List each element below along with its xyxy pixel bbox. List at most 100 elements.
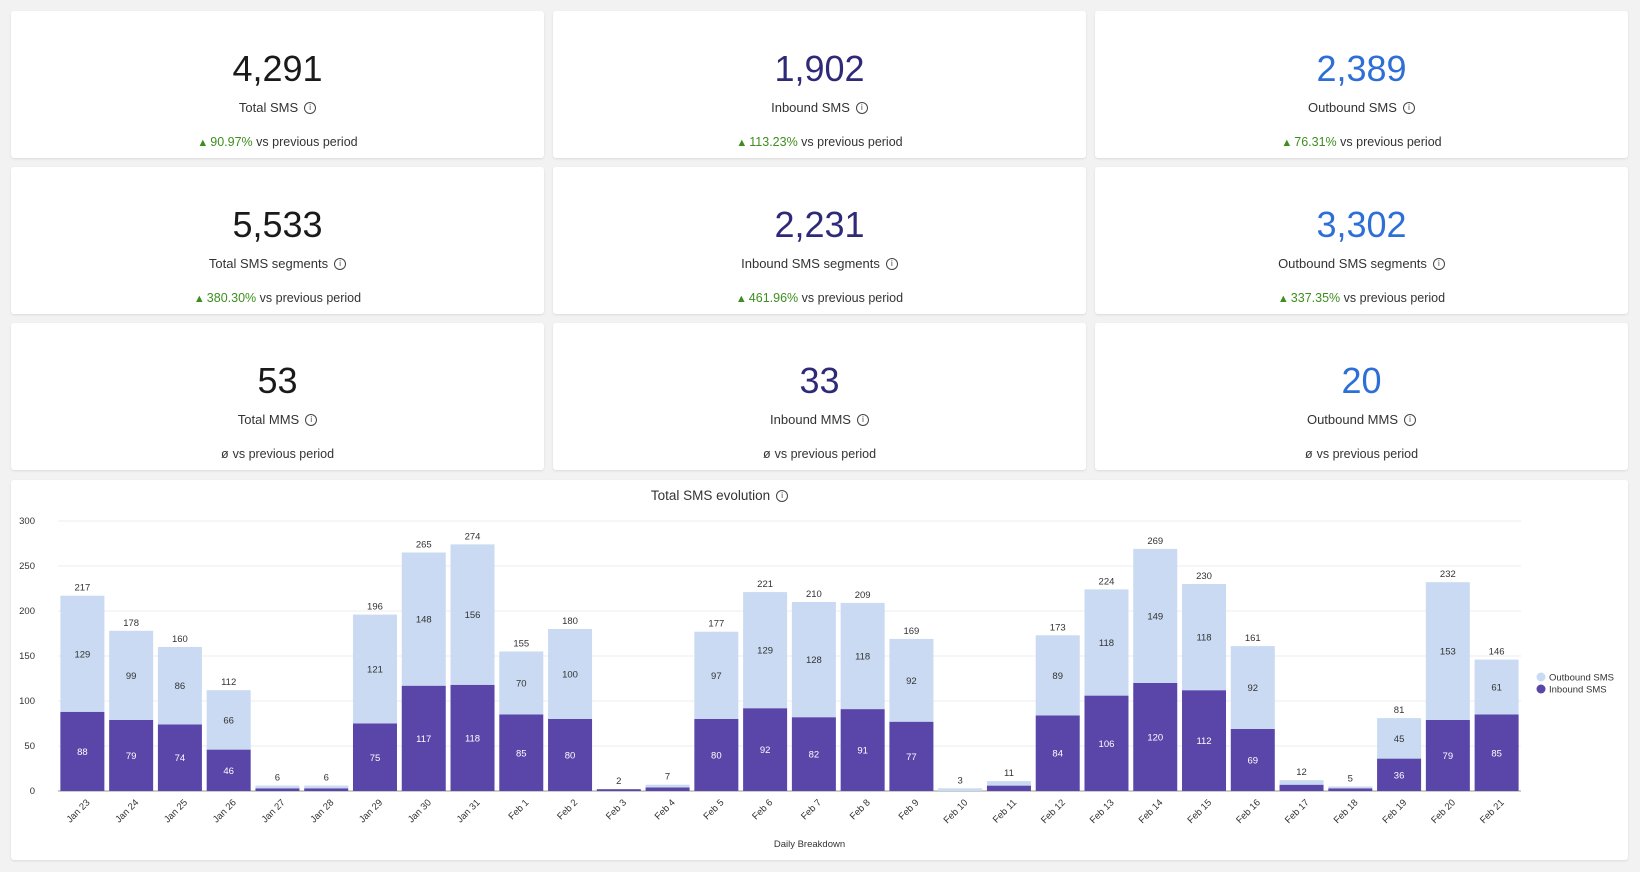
kpi-card: 3,302 Outbound SMS segments i ▲ 337.35% vs p… bbox=[1095, 167, 1628, 314]
bar-total-label: 2 bbox=[616, 776, 621, 787]
info-icon[interactable]: i bbox=[305, 413, 318, 426]
kpi-label: Inbound SMS bbox=[771, 100, 850, 115]
x-tick-label: Feb 11 bbox=[991, 797, 1019, 825]
bar-label-inbound: 118 bbox=[465, 733, 480, 744]
bar-inbound bbox=[157, 724, 202, 791]
bar-label-outbound: 118 bbox=[1196, 633, 1211, 644]
info-icon[interactable]: i bbox=[1402, 101, 1415, 114]
info-icon[interactable]: i bbox=[856, 413, 869, 426]
bar-outbound bbox=[255, 785, 300, 789]
bar-outbound bbox=[1328, 786, 1373, 789]
kpi-label-row: Outbound MMS i bbox=[1095, 412, 1628, 427]
info-icon[interactable]: i bbox=[855, 101, 868, 114]
legend-swatch bbox=[1536, 684, 1546, 694]
x-tick-label: Feb 6 bbox=[750, 797, 775, 822]
bar-inbound bbox=[889, 721, 934, 791]
y-tick-label: 50 bbox=[24, 741, 35, 752]
bar-label-inbound: 36 bbox=[1394, 770, 1405, 781]
bar-outbound bbox=[938, 788, 983, 791]
bar-label-outbound: 92 bbox=[906, 676, 917, 687]
bar-label-inbound: 69 bbox=[1247, 755, 1258, 766]
bar-total-label: 3 bbox=[958, 775, 963, 786]
bar-outbound bbox=[1425, 582, 1470, 720]
bar-total-label: 232 bbox=[1440, 569, 1456, 580]
bar-label-inbound: 92 bbox=[760, 745, 771, 756]
bar-label-outbound: 100 bbox=[562, 670, 578, 681]
x-tick-label: Feb 13 bbox=[1088, 797, 1117, 826]
kpi-card: 2,389 Outbound SMS i ▲ 76.31% vs previous pe… bbox=[1095, 11, 1628, 158]
bar-total-label: 146 bbox=[1489, 647, 1505, 658]
kpi-change-percent: 90.97% bbox=[210, 135, 253, 149]
kpi-value: 20 bbox=[1341, 360, 1382, 401]
bar-inbound bbox=[1182, 690, 1227, 791]
kpi-compare: ▲ 380.30% vs previous period bbox=[11, 291, 544, 305]
kpi-change-percent: 337.35% bbox=[1290, 291, 1341, 305]
kpi-compare-text: vs previous period bbox=[801, 135, 903, 149]
bar-outbound bbox=[1182, 584, 1227, 691]
kpi-card: 5,533 Total SMS segments i ▲ 380.30% vs prev… bbox=[11, 167, 544, 314]
bar-label-inbound: 112 bbox=[1196, 736, 1211, 747]
x-tick-label: Feb 3 bbox=[604, 797, 629, 822]
kpi-change-empty: ø bbox=[762, 447, 771, 461]
bar-label-inbound: 88 bbox=[77, 747, 88, 758]
bar-outbound bbox=[1035, 635, 1080, 716]
bar-label-outbound: 156 bbox=[465, 610, 481, 621]
info-icon[interactable]: i bbox=[776, 489, 789, 502]
triangle-up-icon: ▲ bbox=[736, 137, 748, 149]
bar-label-inbound: 85 bbox=[1491, 748, 1502, 759]
info-icon[interactable]: i bbox=[304, 101, 317, 114]
x-tick-label: Feb 19 bbox=[1381, 797, 1410, 826]
bar-total-label: 11 bbox=[1004, 768, 1014, 779]
x-tick-label: Feb 16 bbox=[1234, 797, 1263, 826]
kpi-compare-text: vs previous period bbox=[801, 291, 904, 305]
info-icon[interactable]: i bbox=[885, 257, 898, 270]
kpi-compare-text: vs previous period bbox=[774, 447, 877, 461]
x-tick-label: Feb 8 bbox=[848, 797, 873, 822]
info-icon[interactable]: i bbox=[1404, 413, 1417, 426]
bar-label-inbound: 79 bbox=[126, 751, 137, 762]
kpi-compare: ø vs previous period bbox=[553, 447, 1086, 461]
info-icon[interactable]: i bbox=[1432, 257, 1445, 270]
kpi-card: 33 Inbound MMS i ø vs previous period bbox=[553, 323, 1086, 470]
bar-label-outbound: 128 bbox=[806, 655, 822, 666]
bar-label-inbound: 82 bbox=[809, 750, 820, 761]
x-tick-label: Feb 9 bbox=[897, 797, 922, 822]
bar-total-label: 221 bbox=[757, 579, 773, 590]
bar-total-label: 217 bbox=[74, 583, 90, 594]
legend-label: Outbound SMS bbox=[1549, 673, 1614, 684]
bar-outbound bbox=[206, 690, 251, 750]
bar-inbound bbox=[596, 789, 641, 791]
x-tick-label: Feb 5 bbox=[702, 797, 727, 822]
bar-label-outbound: 118 bbox=[855, 652, 870, 663]
bar-label-inbound: 77 bbox=[906, 752, 917, 763]
triangle-up-icon: ▲ bbox=[1281, 137, 1293, 149]
kpi-value: 4,291 bbox=[232, 48, 323, 89]
kpi-label: Inbound MMS bbox=[770, 412, 851, 427]
x-tick-label: Feb 20 bbox=[1429, 797, 1458, 826]
bar-outbound bbox=[645, 784, 690, 788]
kpi-label-row: Total MMS i bbox=[11, 412, 544, 427]
info-icon[interactable]: i bbox=[334, 257, 347, 270]
kpi-compare-text: vs previous period bbox=[1316, 447, 1419, 461]
bar-label-outbound: 149 bbox=[1147, 611, 1163, 622]
y-tick-label: 100 bbox=[19, 696, 35, 707]
bar-outbound bbox=[304, 785, 349, 789]
x-tick-label: Feb 14 bbox=[1137, 797, 1166, 826]
y-tick-label: 0 bbox=[30, 786, 35, 797]
bar-outbound bbox=[352, 614, 397, 724]
bar-label-outbound: 118 bbox=[1099, 638, 1114, 649]
bar-inbound bbox=[840, 709, 885, 791]
bar-outbound bbox=[1377, 718, 1422, 759]
bar-label-outbound: 129 bbox=[757, 646, 773, 657]
bar-label-inbound: 106 bbox=[1099, 739, 1115, 750]
sms-evolution-chart-card: Total SMS evolution i 0 50 100 150 200 250 300… bbox=[11, 480, 1628, 860]
triangle-up-icon: ▲ bbox=[735, 293, 747, 305]
kpi-compare-text: vs previous period bbox=[1343, 291, 1446, 305]
kpi-compare: ø vs previous period bbox=[1095, 447, 1628, 461]
bar-inbound bbox=[1035, 715, 1080, 791]
bar-label-outbound: 99 bbox=[126, 671, 137, 682]
x-tick-label: Feb 4 bbox=[653, 797, 678, 822]
x-tick-label: Jan 25 bbox=[162, 797, 190, 825]
bar-total-label: 209 bbox=[855, 590, 871, 601]
bar-outbound bbox=[157, 647, 202, 725]
